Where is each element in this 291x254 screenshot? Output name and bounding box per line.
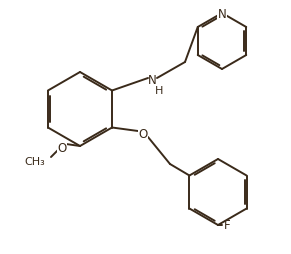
Text: O: O <box>139 128 148 141</box>
Text: CH₃: CH₃ <box>24 156 45 166</box>
Text: N: N <box>148 74 156 87</box>
Text: H: H <box>155 86 163 96</box>
Text: O: O <box>57 141 67 154</box>
Text: N: N <box>218 7 226 20</box>
Text: F: F <box>224 219 230 232</box>
